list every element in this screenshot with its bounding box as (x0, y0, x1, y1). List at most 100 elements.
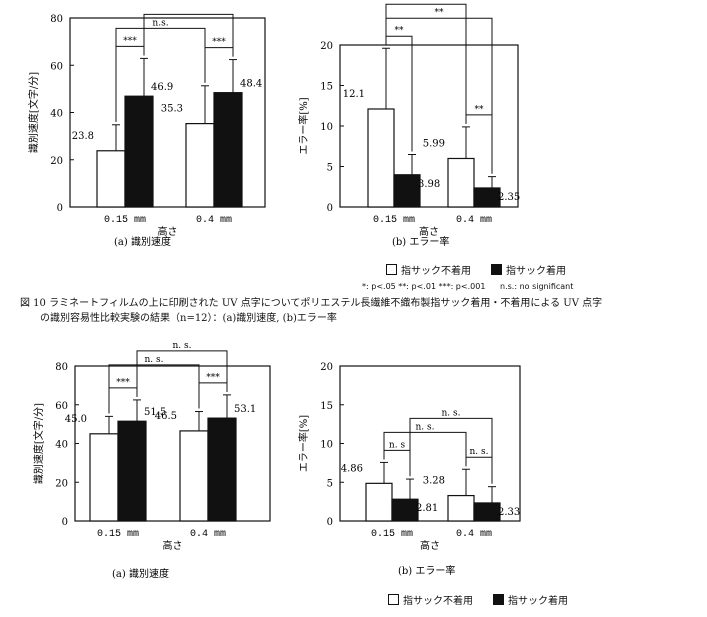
data-label: 51.5 (144, 407, 166, 418)
y-tick-label: 20 (55, 478, 68, 489)
x-axis-label: 高さ (419, 225, 439, 238)
bar-without (447, 157, 475, 208)
x-tick-label: 0.4 mm (190, 529, 226, 540)
data-label: 3.28 (423, 476, 445, 487)
bar-with (473, 502, 501, 522)
bar-with (207, 417, 237, 522)
significance-bracket (383, 431, 467, 467)
legend-swatch-with (493, 594, 504, 605)
data-label: 3.98 (418, 179, 440, 190)
significance-bracket (465, 456, 493, 484)
significance-label: n. s. (145, 355, 164, 365)
significance-note: *: p<.05 **: p<.01 ***: p<.001 (362, 282, 486, 291)
significance-label: n. s. (416, 422, 435, 432)
significance-bracket (108, 387, 138, 414)
y-tick-label: 10 (320, 122, 333, 133)
legend-label-with: 指サック着用 (506, 266, 566, 277)
significance-label: n.s. (152, 18, 168, 28)
bar-without (367, 108, 395, 208)
figure-caption-line1: 図 10 ラミネートフィルムの上に印刷された UV 点字についてポリエステル長繊… (20, 298, 603, 309)
y-tick-label: 80 (55, 362, 68, 373)
legend-label-with: 指サック着用 (508, 596, 568, 607)
data-label: 23.8 (72, 131, 94, 142)
bar-without (365, 482, 393, 522)
y-axis-label: エラー率[%] (297, 415, 310, 472)
significance-label: * (424, 0, 429, 4)
legend-label-without: 指サック不着用 (403, 596, 473, 607)
y-tick-label: 10 (320, 440, 333, 451)
legend-swatch-without (388, 594, 399, 605)
significance-label: ** (435, 8, 445, 18)
significance-bracket (409, 417, 493, 484)
figure-caption-line2: の識別容易性比較実験の結果（n=12）：(a)識別速度, (b)エラー率 (40, 313, 337, 324)
y-tick-label: 15 (320, 401, 333, 412)
bar-with (393, 174, 421, 208)
y-axis-label: 識別速度[文字/分] (32, 403, 45, 484)
y-axis-label: エラー率[%] (297, 97, 310, 154)
legend-bottom: 指サック不着用 指サック着用 (388, 592, 568, 607)
chart-caption: (a) 識別速度 (114, 235, 171, 248)
y-tick-label: 5 (327, 478, 333, 489)
y-tick-label: 40 (50, 109, 63, 120)
significance-bracket (385, 17, 493, 174)
x-tick-label: 0.15 mm (371, 529, 413, 540)
y-tick-label: 5 (327, 163, 333, 174)
data-label: 53.1 (234, 404, 256, 415)
chart-caption: (b) エラー率 (392, 235, 449, 248)
y-tick-label: 60 (55, 401, 68, 412)
significance-bracket (198, 382, 228, 409)
y-axis-label: 識別速度[文字/分] (27, 72, 40, 153)
data-label: 45.0 (65, 414, 87, 425)
data-label: 2.35 (498, 192, 520, 203)
x-tick-label: 0.4 mm (456, 215, 492, 226)
bar-with (391, 498, 419, 522)
data-label: 12.1 (343, 89, 365, 100)
significance-bracket (385, 3, 467, 124)
significance-label: ** (475, 105, 485, 115)
y-tick-label: 40 (55, 440, 68, 451)
bar-with (473, 187, 501, 208)
y-tick-label: 0 (57, 203, 63, 214)
data-label: 2.33 (498, 507, 520, 518)
bar-without (89, 433, 119, 522)
data-label: 48.4 (240, 79, 262, 90)
y-tick-label: 0 (327, 517, 333, 528)
x-tick-label: 0.15 mm (373, 215, 415, 226)
bar-with (213, 92, 243, 208)
significance-bracket (383, 449, 411, 477)
bar-with (124, 95, 154, 208)
y-tick-label: 20 (320, 362, 333, 373)
significance-label: *** (206, 373, 220, 383)
bar-without (447, 494, 475, 522)
legend-top: 指サック不着用 指サック着用 (386, 262, 566, 277)
significance-label: *** (212, 38, 226, 48)
x-tick-label: 0.15 mm (97, 529, 139, 540)
bar-with (117, 420, 147, 522)
significance-bracket (115, 27, 206, 122)
y-tick-label: 0 (62, 517, 68, 528)
significance-label: n. s (389, 440, 406, 450)
significance-bracket (108, 364, 200, 414)
significance-bracket (143, 13, 234, 57)
x-tick-label: 0.4 mm (196, 215, 232, 226)
x-axis-label: 高さ (163, 539, 183, 552)
significance-bracket (136, 350, 228, 397)
data-label: 46.9 (151, 82, 173, 93)
y-tick-label: 20 (50, 156, 63, 167)
legend-swatch-without (386, 264, 397, 275)
data-label: 46.5 (155, 411, 177, 422)
x-tick-label: 0.4 mm (456, 529, 492, 540)
chart-caption: (b) エラー率 (398, 564, 455, 577)
x-tick-label: 0.15 mm (104, 215, 146, 226)
y-tick-label: 20 (320, 41, 333, 52)
significance-label: n. s. (173, 341, 192, 351)
data-label: 2.81 (416, 503, 438, 514)
significance-label: n. s. (470, 447, 489, 457)
significance-label: n. s. (442, 408, 461, 418)
significance-bracket (204, 47, 234, 83)
significance-label: ** (395, 26, 405, 36)
legend-swatch-with (491, 264, 502, 275)
bar-without (185, 123, 215, 208)
data-label: 5.99 (423, 138, 445, 149)
